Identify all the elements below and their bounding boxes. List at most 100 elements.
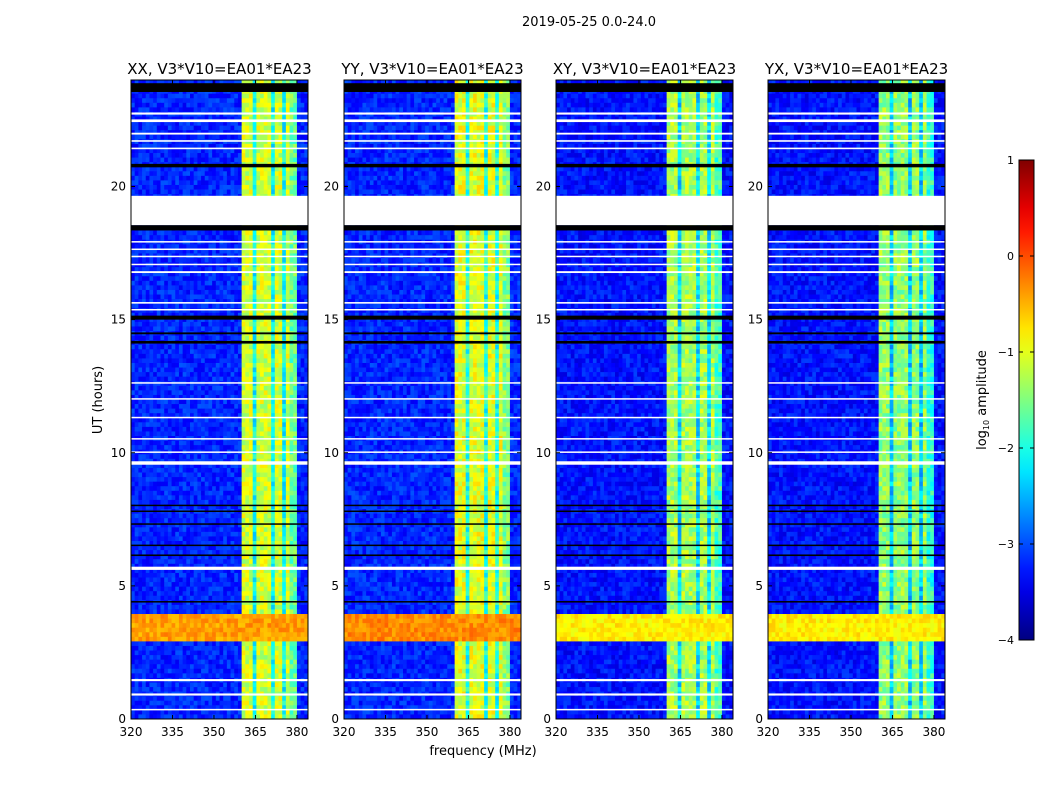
heatmap-cell	[300, 390, 305, 396]
heatmap-cell	[134, 116, 139, 122]
heatmap-cell	[134, 554, 139, 560]
heatmap-cell	[156, 289, 161, 295]
heatmap-cell	[149, 326, 154, 332]
heatmap-cell	[274, 267, 279, 273]
heatmap-cell	[204, 130, 209, 136]
heatmap-cell	[282, 321, 287, 327]
heatmap-cell	[285, 358, 290, 364]
heatmap-cell	[249, 490, 254, 496]
heatmap-cell	[182, 258, 187, 263]
heatmap-cell	[208, 394, 213, 400]
heatmap-cell	[293, 276, 298, 282]
heatmap-cell	[237, 317, 243, 323]
heatmap-cell	[256, 426, 261, 432]
heatmap-cell	[201, 399, 206, 405]
heatmap-cell	[263, 285, 268, 291]
heatmap-cell	[304, 148, 309, 154]
heatmap-cell	[190, 93, 195, 99]
heatmap-cell	[138, 326, 143, 332]
heatmap-cell	[300, 518, 305, 524]
heatmap-cell	[134, 125, 139, 131]
heatmap-cell	[131, 481, 136, 487]
heatmap-cell	[256, 481, 261, 487]
heatmap-cell	[241, 267, 246, 273]
heatmap-cell	[131, 116, 136, 122]
heatmap-cell	[285, 376, 290, 382]
heatmap-cell	[304, 495, 309, 501]
heatmap-cell	[289, 134, 294, 140]
heatmap-cell	[142, 472, 147, 478]
heatmap-cell	[145, 504, 150, 510]
heatmap-cell	[208, 540, 213, 546]
heatmap-cell	[256, 490, 261, 496]
heatmap-cell	[153, 139, 158, 145]
heatmap-cell	[245, 353, 250, 359]
heatmap-cell	[178, 321, 184, 327]
heatmap-cell	[167, 417, 172, 423]
heatmap-cell	[271, 362, 276, 368]
heatmap-cell	[271, 522, 276, 528]
heatmap-cell	[167, 102, 172, 108]
heatmap-cell	[300, 121, 305, 127]
heatmap-cell	[245, 385, 250, 391]
heatmap-cell	[156, 413, 161, 419]
heatmap-cell	[274, 121, 279, 127]
heatmap-cell	[282, 367, 287, 373]
heatmap-cell	[193, 125, 198, 131]
heatmap-cell	[182, 417, 187, 423]
heatmap-cell	[234, 230, 239, 236]
heatmap-cell	[204, 102, 209, 108]
heatmap-cell	[164, 367, 169, 373]
heatmap-cell	[164, 413, 169, 419]
heatmap-cell	[142, 477, 147, 483]
heatmap-cell	[175, 285, 180, 291]
heatmap-cell	[197, 385, 202, 391]
heatmap-cell	[212, 258, 217, 263]
heatmap-cell	[178, 153, 184, 158]
heatmap-cell	[230, 362, 235, 368]
heatmap-cell	[131, 344, 136, 350]
heatmap-cell	[237, 404, 243, 410]
heatmap-cell	[296, 422, 302, 428]
heatmap-cell	[178, 440, 184, 446]
heatmap-cell	[245, 280, 250, 286]
heatmap-cell	[167, 540, 172, 546]
heatmap-cell	[164, 445, 169, 451]
heatmap-cell	[267, 312, 272, 318]
heatmap-cell	[223, 545, 228, 551]
heatmap-cell	[142, 394, 147, 400]
heatmap-cell	[252, 376, 257, 382]
heatmap-cell	[204, 467, 209, 473]
heatmap-cell	[230, 166, 235, 172]
heatmap-cell	[186, 280, 191, 286]
heatmap-cell	[171, 280, 176, 286]
heatmap-cell	[156, 139, 161, 145]
heatmap-cell	[241, 171, 246, 177]
heatmap-cell	[296, 390, 302, 396]
heatmap-cell	[156, 171, 161, 177]
heatmap-cell	[201, 445, 206, 451]
heatmap-cell	[252, 271, 257, 277]
heatmap-cell	[134, 143, 139, 149]
heatmap-cell	[293, 258, 298, 263]
heatmap-cell	[182, 180, 187, 186]
heatmap-cell	[304, 344, 309, 350]
heatmap-cell	[201, 426, 206, 432]
heatmap-cell	[282, 467, 287, 473]
heatmap-cell	[178, 472, 184, 478]
heatmap-cell	[175, 445, 180, 451]
heatmap-cell	[160, 495, 165, 501]
heatmap-cell	[230, 98, 235, 104]
heatmap-cell	[201, 431, 206, 437]
heatmap-cell	[153, 171, 158, 177]
heatmap-cell	[304, 445, 309, 451]
heatmap-cell	[230, 394, 235, 400]
heatmap-cell	[156, 431, 161, 437]
heatmap-cell	[182, 98, 187, 104]
heatmap-cell	[256, 417, 261, 423]
heatmap-cell	[131, 308, 136, 314]
heatmap-cell	[271, 308, 276, 314]
heatmap-cell	[186, 153, 191, 158]
heatmap-cell	[153, 385, 158, 391]
heatmap-cell	[293, 522, 298, 528]
